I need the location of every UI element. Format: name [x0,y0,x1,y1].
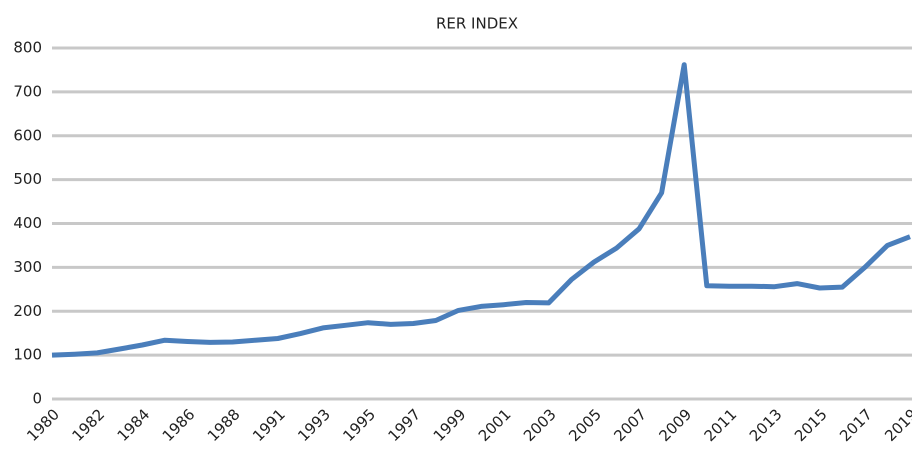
x-tick-label: 2005 [565,405,605,445]
data-line [51,62,911,358]
x-tick-label: 1997 [385,405,425,445]
x-tick-label: 1999 [430,405,470,445]
x-tick-label: 1988 [204,405,244,445]
x-tick-label: 2001 [475,405,515,445]
x-tick-label: 1993 [294,405,334,445]
y-tick-label: 200 [13,302,42,320]
y-tick-label: 300 [13,258,42,276]
y-tick-label: 700 [13,82,42,100]
x-tick-label: 1982 [68,405,108,445]
y-tick-label: 400 [13,214,42,232]
y-tick-label: 100 [13,346,42,364]
x-tick-label: 2007 [610,405,650,445]
x-tick-label: 1995 [339,405,379,445]
x-tick-label: 1984 [114,405,154,445]
chart-title: RER INDEX [436,15,518,33]
x-tick-label: 2017 [836,405,876,445]
x-tick-label: 1986 [159,405,199,445]
y-tick-label: 800 [13,39,42,57]
x-tick-label: 2003 [520,405,560,445]
x-tick-label: 2009 [655,405,695,445]
x-tick-label: 2015 [791,405,831,445]
y-tick-label: 600 [13,126,42,144]
x-tick-label: 2013 [746,405,786,445]
y-tick-label: 500 [13,170,42,188]
y-tick-label: 0 [32,390,42,408]
x-tick-label: 2011 [701,405,741,445]
x-tick-label: 1980 [23,405,63,445]
x-tick-label: 1991 [249,405,289,445]
x-tick-label: 2019 [881,405,912,445]
